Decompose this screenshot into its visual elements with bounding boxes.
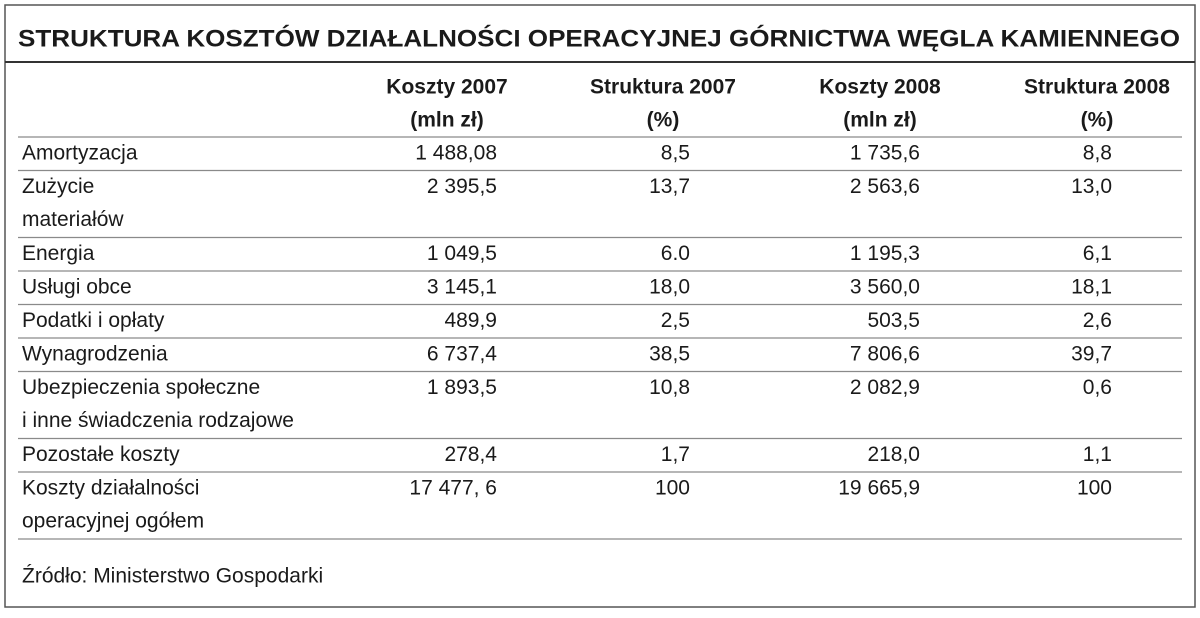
cell: 503,5: [867, 309, 920, 332]
cell: 2,5: [661, 309, 690, 332]
cell: 100: [655, 477, 690, 500]
row-label: Koszty działalności: [22, 477, 199, 500]
cell: 1 893,5: [427, 376, 497, 399]
cell: 8,5: [661, 142, 690, 165]
row-label: Podatki i opłaty: [22, 309, 165, 332]
row-label: operacyjnej ogółem: [22, 510, 204, 533]
row-label: Zużycie: [22, 175, 94, 198]
column-header: (%): [1081, 109, 1114, 132]
cell: 8,8: [1083, 142, 1112, 165]
cell: 10,8: [649, 376, 690, 399]
cell: 1,1: [1083, 443, 1112, 466]
row-label: materiałów: [22, 208, 124, 231]
cell: 13,7: [649, 175, 690, 198]
cell: 1 488,08: [415, 142, 497, 165]
row-label: i inne świadczenia rodzajowe: [22, 409, 294, 432]
cell: 1 049,5: [427, 242, 497, 265]
column-header: (mln zł): [843, 109, 917, 132]
cell: 3 145,1: [427, 276, 497, 299]
cell: 1 735,6: [850, 142, 920, 165]
title: STRUKTURA KOSZTÓW DZIAŁALNOŚCI OPERACYJN…: [18, 24, 1180, 52]
cell: 1,7: [661, 443, 690, 466]
cell: 18,1: [1071, 276, 1112, 299]
column-header: Struktura 2007: [590, 76, 736, 99]
cell: 6 737,4: [427, 343, 497, 366]
cell: 18,0: [649, 276, 690, 299]
column-header: Koszty 2007: [386, 76, 507, 99]
cell: 0,6: [1083, 376, 1112, 399]
row-label: Amortyzacja: [22, 142, 138, 165]
column-header: (mln zł): [410, 109, 484, 132]
cell: 1 195,3: [850, 242, 920, 265]
cell: 2 563,6: [850, 175, 920, 198]
column-header: (%): [647, 109, 680, 132]
row-label: Ubezpieczenia społeczne: [22, 376, 260, 399]
cell: 6,1: [1083, 242, 1112, 265]
row-label: Pozostałe koszty: [22, 443, 180, 466]
cell: 278,4: [444, 443, 497, 466]
cell: 2 395,5: [427, 175, 497, 198]
cell: 100: [1077, 477, 1112, 500]
row-label: Usługi obce: [22, 276, 132, 299]
cell: 218,0: [867, 443, 920, 466]
cell: 7 806,6: [850, 343, 920, 366]
cell: 2,6: [1083, 309, 1112, 332]
cell: 13,0: [1071, 175, 1112, 198]
column-header: Koszty 2008: [819, 76, 941, 99]
frame: [4, 4, 1196, 608]
cell: 3 560,0: [850, 276, 920, 299]
cell: 19 665,9: [838, 477, 920, 500]
cell: 38,5: [649, 343, 690, 366]
cell: 17 477, 6: [409, 477, 497, 500]
cell: 39,7: [1071, 343, 1112, 366]
cell: 6.0: [661, 242, 690, 265]
row-label: Wynagrodzenia: [22, 343, 168, 366]
column-header: Struktura 2008: [1024, 76, 1170, 99]
row-label: Energia: [22, 242, 95, 265]
source: Źródło: Ministerstwo Gospodarki: [22, 565, 323, 588]
cell: 489,9: [444, 309, 497, 332]
cell: 2 082,9: [850, 376, 920, 399]
